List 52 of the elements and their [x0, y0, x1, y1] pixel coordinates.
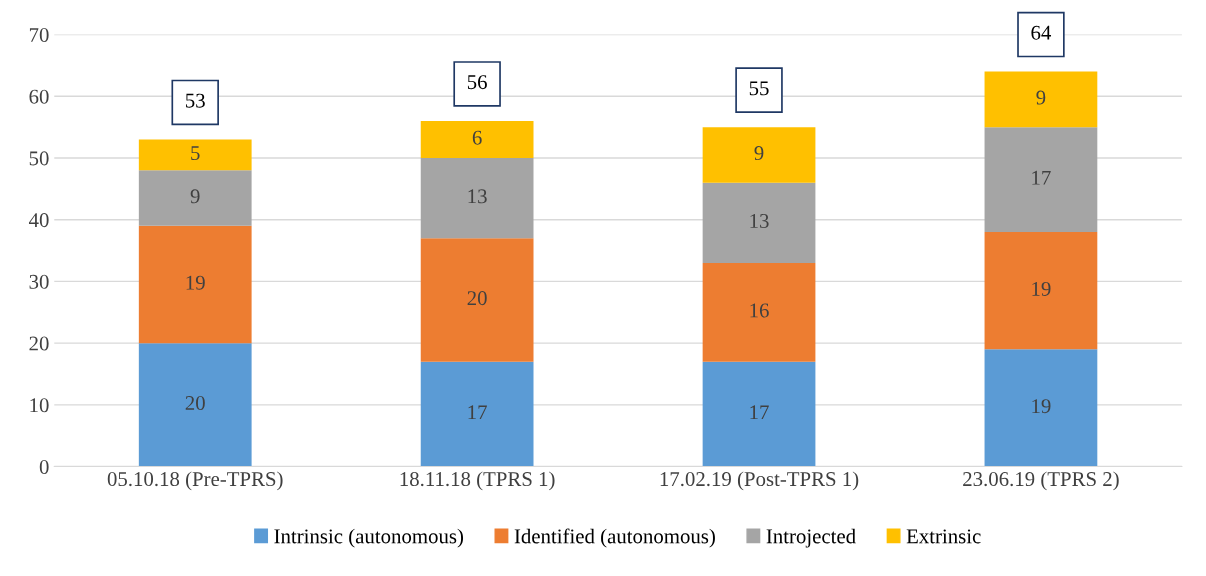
bar: [138, 139, 252, 171]
bar: [420, 157, 534, 239]
data-label: 9: [1036, 90, 1046, 105]
bar: [984, 349, 1098, 467]
data-label: 6: [472, 130, 482, 145]
bar: [984, 232, 1098, 350]
x-tick-label: 05.10.18 (Pre-TPRS): [107, 471, 283, 491]
legend-label: Introjected: [766, 528, 856, 548]
data-label: 9: [190, 189, 200, 204]
data-label: 19: [1032, 281, 1051, 296]
total-label: 53: [186, 93, 205, 108]
data-label: 17: [750, 405, 769, 420]
y-tick-label: 0: [39, 459, 49, 474]
data-label: 19: [1032, 399, 1051, 414]
data-label: 13: [468, 189, 487, 204]
data-label: 5: [191, 146, 200, 161]
data-label: 17: [468, 405, 487, 420]
y-tick-label: 70: [29, 27, 49, 42]
x-tick-label: 18.11.18 (TPRS 1): [400, 471, 555, 491]
data-label: 20: [467, 291, 487, 306]
legend-label: Intrinsic (autonomous): [274, 528, 464, 548]
total-label: 56: [467, 75, 487, 90]
bar: [702, 182, 816, 263]
bar: [138, 225, 252, 344]
data-label: 9: [754, 146, 764, 161]
bar: [138, 343, 252, 467]
x-tick-label: 23.06.19 (TPRS 2): [963, 471, 1119, 491]
bar: [702, 361, 816, 467]
bar: [702, 127, 816, 183]
data-label: 16: [750, 303, 769, 318]
data-label: 13: [750, 214, 769, 228]
total-label: 64: [1031, 25, 1052, 40]
bar: [702, 262, 816, 362]
y-tick-label: 30: [29, 274, 49, 289]
bar: [138, 170, 252, 226]
bar: [984, 127, 1098, 233]
y-tick-label: 40: [28, 213, 49, 228]
y-tick-label: 10: [30, 398, 49, 413]
data-label: 19: [186, 275, 205, 290]
bar: [984, 71, 1098, 128]
y-tick-label: 60: [29, 89, 49, 104]
legend-label: Extrinsic: [906, 529, 981, 544]
bar: [420, 238, 534, 362]
legend-label: Identified (autonomous): [514, 528, 715, 548]
bar: [420, 120, 534, 158]
data-label: 17: [1032, 170, 1051, 185]
bar: [420, 361, 534, 467]
total-label: 55: [749, 81, 769, 96]
x-tick-label: 17.02.19 (Post-TPRS 1): [660, 471, 859, 491]
y-tick-label: 50: [29, 151, 49, 166]
data-label: 20: [185, 396, 205, 411]
y-tick-label: 20: [29, 336, 49, 351]
